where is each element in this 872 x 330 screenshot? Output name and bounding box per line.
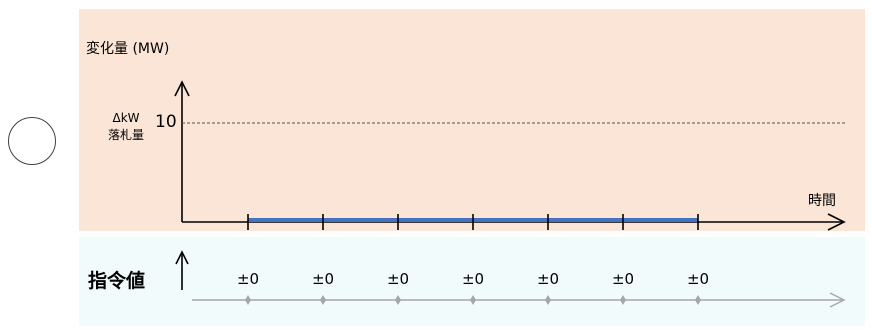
command-marker [245, 295, 251, 305]
command-axis-arrowhead [829, 292, 846, 308]
command-label: 指令値 [88, 270, 146, 292]
command-value: ±0 [611, 270, 635, 288]
y-axis-arrowhead [174, 80, 190, 97]
x-axis-arrowhead [827, 213, 846, 231]
command-value: ±0 [536, 270, 560, 288]
command-marker [695, 295, 701, 305]
command-value: ±0 [386, 270, 410, 288]
x-axis-ticks [247, 214, 699, 230]
bid-amount-label: ΔkW 落札量 [108, 110, 144, 144]
bid-label-line1: ΔkW [112, 111, 140, 125]
command-marker [545, 295, 551, 305]
command-marker [395, 295, 401, 305]
command-value: ±0 [236, 270, 260, 288]
x-axis-label: 時間 [808, 193, 836, 209]
command-value: ±0 [686, 270, 710, 288]
bid-value: 10 [155, 112, 177, 132]
command-panel [79, 237, 865, 326]
command-markers [245, 295, 701, 305]
command-up-arrowhead [175, 250, 189, 265]
circle-mark-icon [8, 117, 56, 165]
command-value: ±0 [461, 270, 485, 288]
command-marker [620, 295, 626, 305]
command-marker [470, 295, 476, 305]
y-axis-label: 変化量 (MW) [86, 41, 170, 57]
command-value: ±0 [311, 270, 335, 288]
graph-panel [79, 9, 865, 231]
bid-label-line2: 落札量 [108, 128, 145, 142]
command-marker [320, 295, 326, 305]
